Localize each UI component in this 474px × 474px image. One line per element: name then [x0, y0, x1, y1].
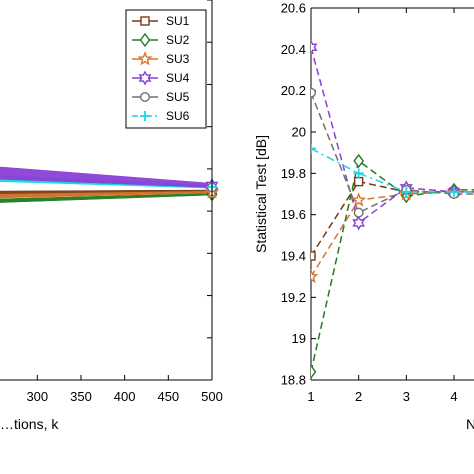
left-x-axis-label: …tions, k: [0, 416, 59, 432]
right-series: [311, 39, 474, 379]
left-xtick-label: 500: [201, 389, 223, 404]
line-su4: [311, 47, 474, 225]
left-bands: [0, 166, 212, 203]
point-su5: [311, 87, 316, 98]
legend-marker-su3: [137, 51, 153, 66]
point-su6: [311, 143, 316, 154]
legend-box: [125, 9, 207, 129]
legend-label-su1: SU1: [166, 14, 190, 28]
point-su6: [449, 186, 459, 197]
point-su2: [311, 364, 317, 379]
right-ytick-label: 19.6: [281, 207, 306, 222]
band-su4: [0, 166, 212, 188]
point-su6: [401, 186, 412, 197]
right-ytick-label: 20.2: [281, 83, 306, 98]
right-xtick-label: 1: [307, 389, 314, 404]
right-ytick-label: 19.8: [281, 166, 306, 181]
left-xtick-label: 400: [114, 389, 136, 404]
legend-label-su5: SU5: [166, 90, 190, 104]
right-ytick-label: 20: [292, 125, 306, 140]
left-xtick-label: 450: [157, 389, 179, 404]
point-su2: [353, 153, 365, 169]
point-su4: [352, 215, 366, 231]
legend-marker-su6: [140, 111, 150, 121]
point-su5: [353, 207, 364, 218]
left-plot: 300 350 400 450 500…tions, kSU1SU2SU3SU4SU5S…: [0, 0, 223, 432]
point-su1: [353, 176, 364, 187]
point-su6: [353, 168, 364, 179]
legend-label-su3: SU3: [166, 52, 190, 66]
left-xtick-label: 300: [26, 389, 48, 404]
right-xtick-label: 3: [403, 389, 410, 404]
band-su3: [0, 191, 212, 199]
right-y-axis-label: Statistical Test [dB]: [253, 135, 269, 253]
right-plot: 18.8 19 19.2 19.4 19.6 19.8 20 20.2 20.4 20.6 1 2 3 4…: [253, 1, 474, 432]
right-ytick-label: 20.4: [281, 42, 306, 57]
point-su3: [351, 192, 367, 207]
point-su1: [311, 251, 316, 261]
legend-label-su6: SU6: [166, 109, 190, 123]
legend-marker-su4: [138, 70, 152, 86]
right-ytick-label: 18.8: [281, 373, 306, 388]
right-ytick-label: 20.6: [281, 1, 306, 16]
left-xtick-label: 350: [70, 389, 92, 404]
right-x-axis-label: N…: [466, 416, 474, 432]
right-xtick-label: 2: [355, 389, 362, 404]
legend-label-su4: SU4: [166, 71, 190, 85]
right-xtick-label: 4: [450, 389, 457, 404]
point-su3: [311, 268, 319, 284]
legend-marker-su2: [139, 32, 151, 48]
legend-marker-su5: [139, 91, 150, 102]
legend-label-su2: SU2: [166, 33, 190, 47]
right-ytick-label: 19.4: [281, 249, 306, 264]
band-su2: [0, 193, 212, 203]
point-su4: [311, 39, 318, 55]
legend-marker-su1: [140, 16, 150, 26]
right-ytick-label: 19.2: [281, 290, 306, 305]
right-ytick-label: 19: [292, 331, 306, 346]
legend: SU1 SU2 SU3 SU4 SU5 SU6: [125, 9, 207, 129]
